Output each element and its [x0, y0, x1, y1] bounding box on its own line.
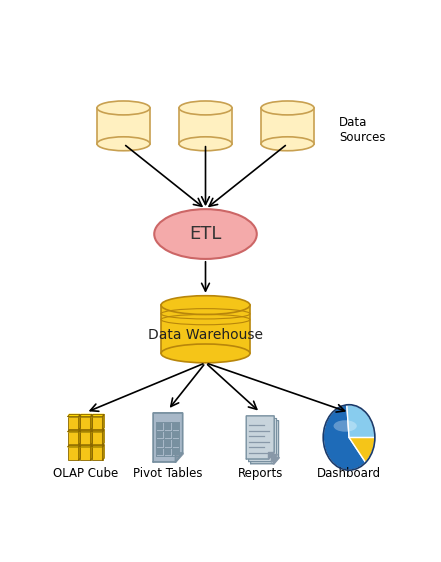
Bar: [68, 432, 78, 445]
Wedge shape: [347, 405, 375, 437]
Wedge shape: [323, 405, 366, 470]
Bar: [92, 432, 103, 445]
Ellipse shape: [179, 137, 232, 151]
Ellipse shape: [333, 420, 357, 432]
Ellipse shape: [154, 209, 257, 259]
Ellipse shape: [261, 137, 314, 151]
Text: Data Warehouse: Data Warehouse: [148, 328, 263, 342]
Bar: [172, 423, 179, 430]
Polygon shape: [80, 445, 92, 447]
Polygon shape: [176, 453, 183, 462]
Polygon shape: [103, 414, 104, 430]
Polygon shape: [91, 414, 92, 430]
Bar: [161, 305, 250, 353]
Polygon shape: [271, 454, 277, 461]
Polygon shape: [250, 420, 279, 464]
Polygon shape: [103, 429, 104, 445]
Bar: [92, 447, 103, 460]
Bar: [80, 416, 91, 430]
Bar: [172, 432, 179, 438]
Bar: [165, 440, 171, 447]
Bar: [92, 416, 103, 430]
Polygon shape: [153, 413, 183, 462]
Bar: [157, 448, 164, 455]
Polygon shape: [68, 414, 80, 416]
Bar: [165, 432, 171, 438]
Polygon shape: [68, 445, 80, 447]
Ellipse shape: [161, 344, 250, 363]
Text: Reports: Reports: [238, 467, 283, 480]
Bar: [157, 432, 164, 438]
Bar: [68, 447, 78, 460]
Bar: [80, 432, 91, 445]
Polygon shape: [80, 414, 92, 416]
Bar: [172, 448, 179, 455]
Text: Pivot Tables: Pivot Tables: [133, 467, 203, 480]
Polygon shape: [92, 445, 104, 447]
Ellipse shape: [261, 101, 314, 115]
Ellipse shape: [97, 101, 150, 115]
Polygon shape: [92, 414, 104, 416]
Bar: [261, 108, 314, 144]
Polygon shape: [78, 429, 80, 445]
Bar: [157, 423, 164, 430]
Bar: [157, 440, 164, 447]
Polygon shape: [78, 414, 80, 430]
Polygon shape: [68, 429, 80, 432]
Polygon shape: [249, 419, 277, 461]
Bar: [80, 447, 91, 460]
Polygon shape: [92, 429, 104, 432]
Bar: [179, 108, 232, 144]
Polygon shape: [246, 416, 274, 459]
Bar: [165, 448, 171, 455]
Text: Data
Sources: Data Sources: [339, 116, 385, 144]
Ellipse shape: [179, 101, 232, 115]
Polygon shape: [273, 456, 279, 464]
Bar: [165, 423, 171, 430]
Text: ETL: ETL: [189, 225, 222, 243]
Wedge shape: [349, 437, 375, 463]
Bar: [97, 108, 150, 144]
Polygon shape: [269, 452, 274, 459]
Polygon shape: [78, 445, 80, 460]
Polygon shape: [91, 445, 92, 460]
Bar: [172, 440, 179, 447]
Ellipse shape: [97, 137, 150, 151]
Polygon shape: [91, 429, 92, 445]
Ellipse shape: [161, 296, 250, 315]
Bar: [68, 416, 78, 430]
Polygon shape: [103, 445, 104, 460]
Text: Dashboard: Dashboard: [317, 467, 381, 480]
Text: OLAP Cube: OLAP Cube: [53, 467, 119, 480]
Polygon shape: [80, 429, 92, 432]
